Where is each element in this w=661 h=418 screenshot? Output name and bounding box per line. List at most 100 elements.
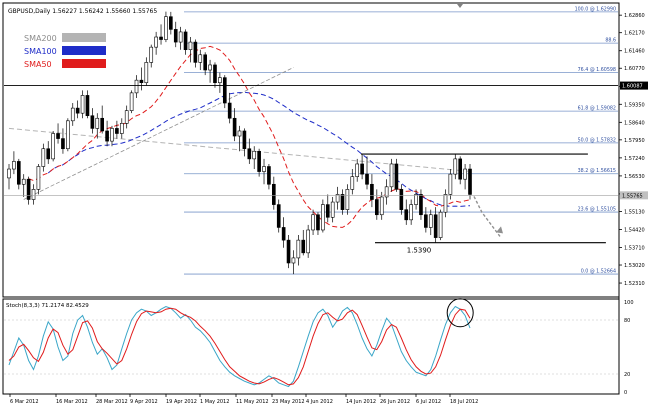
chart-shift-marker-icon <box>457 4 463 8</box>
candle <box>183 29 188 55</box>
candle <box>325 194 330 223</box>
candle <box>115 120 119 139</box>
candle <box>134 75 139 98</box>
candle <box>443 189 448 218</box>
candle <box>355 158 360 182</box>
stoch-tick-label: 80 <box>624 318 630 324</box>
candle-body-down <box>222 77 227 104</box>
candle <box>321 199 325 233</box>
candle-body-up <box>149 46 154 63</box>
candle <box>198 49 203 71</box>
candle <box>124 105 129 129</box>
legend-label-sma100: SMA100 <box>24 47 57 56</box>
candle <box>335 186 340 210</box>
candle <box>267 163 271 190</box>
candle <box>46 141 51 164</box>
candle <box>370 174 374 208</box>
candle-body-down <box>193 41 198 63</box>
candle-body-down <box>458 158 463 180</box>
candle-body-down <box>281 227 286 241</box>
candle <box>12 151 16 175</box>
candle-body-down <box>26 178 31 200</box>
candle-body-down <box>370 183 374 200</box>
candle-body-up <box>428 214 433 228</box>
candle-body-down <box>90 115 95 129</box>
candle-body-up <box>321 204 325 231</box>
candle-body-down <box>424 214 428 228</box>
candle-body-down <box>286 239 291 264</box>
candle-body-up <box>379 196 384 216</box>
candle <box>291 250 296 275</box>
candle <box>257 148 261 177</box>
price-tick-label: 1.53020 <box>624 263 645 269</box>
price-tick-label: 1.60770 <box>624 66 645 72</box>
candle <box>110 125 114 147</box>
candle-body-down <box>399 189 404 210</box>
stoch-tick-label: 100 <box>624 300 634 306</box>
candle <box>424 207 428 233</box>
candle-body-down <box>105 130 109 142</box>
candle-body-up <box>51 133 55 160</box>
candle-body-up <box>188 41 193 51</box>
candle-body-up <box>80 95 85 114</box>
candle-body-up <box>262 166 266 172</box>
candle <box>242 128 247 157</box>
candle-body-up <box>66 120 70 150</box>
candle <box>70 103 75 126</box>
candle <box>100 105 105 134</box>
candle <box>414 189 418 210</box>
candle-body-up <box>218 77 222 84</box>
candle-body-up <box>345 189 350 210</box>
candle-body-up <box>164 16 168 40</box>
price-tick-label: 1.62170 <box>624 31 645 37</box>
candle <box>458 156 463 185</box>
price-tick-label: 1.61460 <box>624 49 645 55</box>
date-tick-label: 18 Jul 2012 <box>450 399 478 405</box>
candle <box>296 235 301 266</box>
candle-body-down <box>360 163 364 175</box>
candle <box>16 158 21 190</box>
candle-body-up <box>306 229 310 254</box>
date-tick-label: 28 Mar 2012 <box>96 399 128 405</box>
candle <box>428 209 433 236</box>
candle <box>75 100 80 119</box>
candle <box>36 163 41 195</box>
date-tick-label: 26 Jun 2012 <box>380 399 410 405</box>
candle-body-up <box>237 130 242 137</box>
candle-body-up <box>453 158 458 175</box>
candle-body-up <box>12 161 16 170</box>
candle <box>311 209 315 236</box>
candle <box>7 163 11 190</box>
price-tick-label: 1.52310 <box>624 281 645 287</box>
projection-arrowhead-icon <box>496 226 503 234</box>
price-highlight-label: 1.60087 <box>622 84 643 90</box>
stoch-tick-label: 20 <box>624 372 630 378</box>
candle <box>31 184 36 205</box>
candle <box>404 199 409 225</box>
candle <box>218 72 222 93</box>
candle <box>281 217 286 248</box>
candle <box>26 176 31 205</box>
candle <box>61 128 65 154</box>
candle-body-down <box>394 163 399 190</box>
candle <box>316 212 320 236</box>
candle-body-up <box>124 110 129 124</box>
chart-header: GBPUSD,Daily 1.56227 1.56242 1.55660 1.5… <box>8 8 157 15</box>
legend-swatch-sma100 <box>62 46 106 55</box>
candle <box>301 229 306 256</box>
price-tick-label: 1.57950 <box>624 138 645 144</box>
candle <box>193 39 198 68</box>
price-tick-label: 1.55130 <box>624 209 645 215</box>
candle-body-down <box>75 107 80 114</box>
candle <box>468 163 472 200</box>
fib-level-label: 76.4 @ 1.60598 <box>578 67 616 73</box>
candle-body-down <box>374 199 379 216</box>
candle <box>208 59 212 83</box>
candle-body-down <box>16 161 21 185</box>
fib-level-label: 0.0 @ 1.52664 <box>581 269 616 275</box>
fib-level-label: 88.6 <box>605 38 616 44</box>
candle <box>227 92 232 124</box>
candle-body-down <box>159 36 163 40</box>
candle-body-up <box>119 123 124 134</box>
